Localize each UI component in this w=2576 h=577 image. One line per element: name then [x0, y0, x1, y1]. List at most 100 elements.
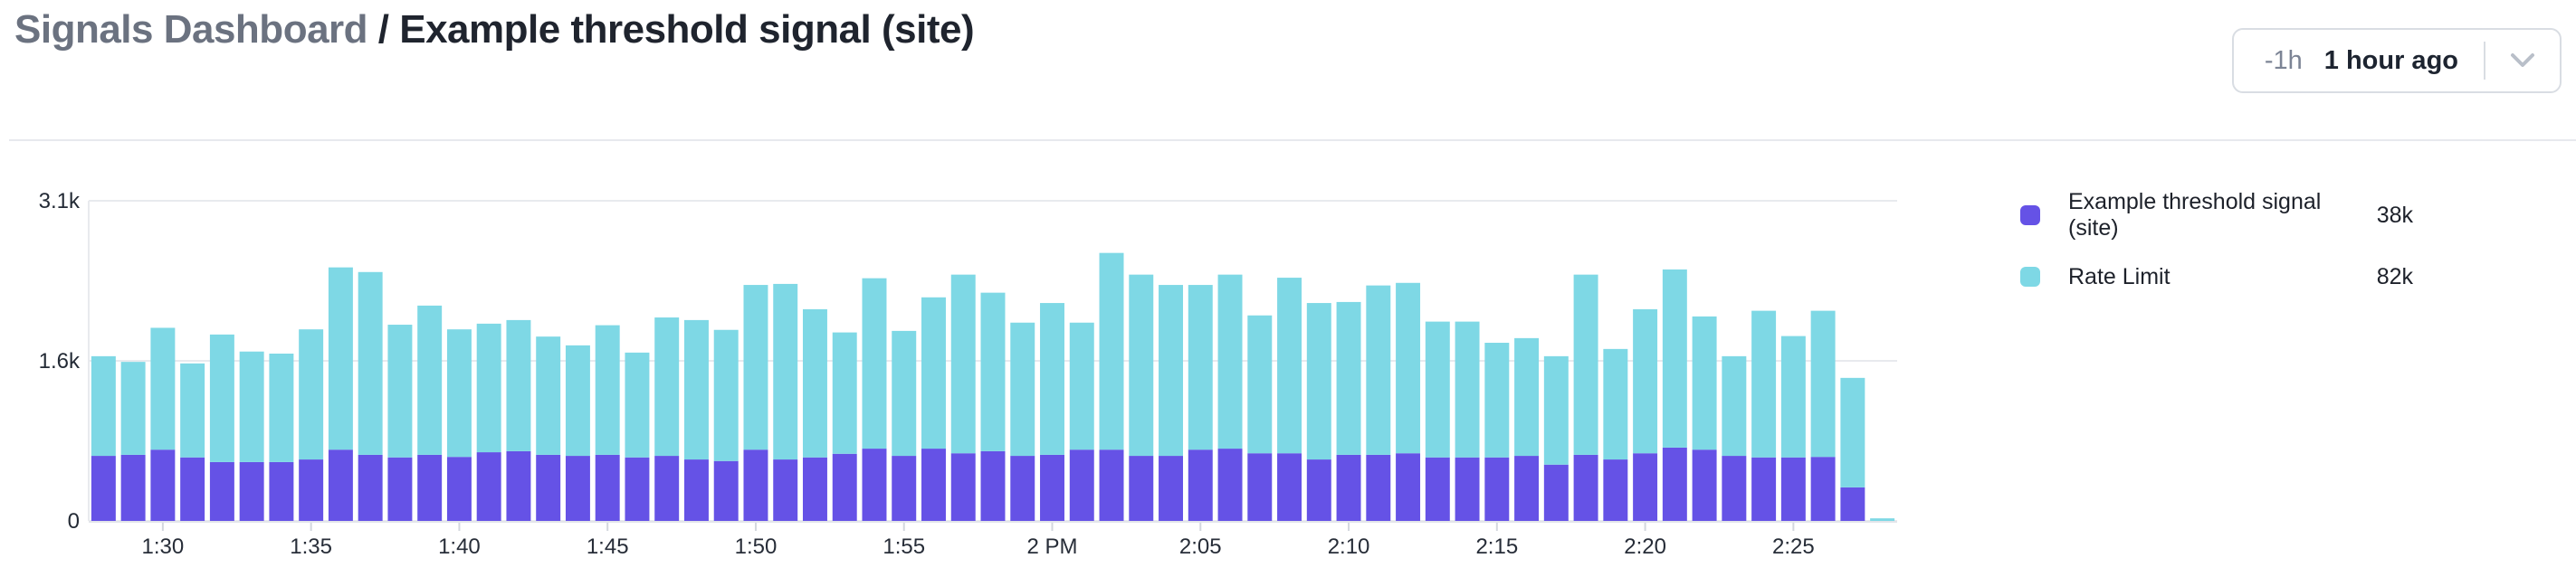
- bar-signal-1:42[interactable]: [506, 450, 531, 521]
- bar-signal-1:41[interactable]: [476, 452, 501, 521]
- bar-rate-limit-1:40[interactable]: [446, 329, 472, 458]
- bar-rate-limit-2:24[interactable]: [1751, 310, 1777, 458]
- bar-rate-limit-2:01[interactable]: [1069, 322, 1094, 450]
- bar-rate-limit-1:50[interactable]: [743, 285, 768, 450]
- bar-signal-2:04[interactable]: [1159, 456, 1184, 521]
- bar-signal-1:35[interactable]: [299, 459, 324, 521]
- bar-rate-limit-2:07[interactable]: [1247, 315, 1273, 454]
- bar-signal-1:31[interactable]: [180, 457, 205, 521]
- bar-signal-1:46[interactable]: [625, 457, 650, 521]
- bar-signal-2:18[interactable]: [1573, 454, 1598, 521]
- bar-rate-limit-2:16[interactable]: [1514, 337, 1540, 457]
- bar-signal-2:10[interactable]: [1336, 454, 1361, 521]
- bar-signal-1:30[interactable]: [150, 449, 176, 521]
- bar-rate-limit-2:26[interactable]: [1810, 310, 1836, 458]
- bar-rate-limit-1:29[interactable]: [120, 362, 146, 455]
- bar-signal-1:47[interactable]: [654, 456, 680, 521]
- legend-item-signal[interactable]: Example threshold signal (site) 38k: [2020, 189, 2413, 241]
- bar-rate-limit-1:54[interactable]: [862, 278, 887, 449]
- bar-rate-limit-1:49[interactable]: [713, 329, 739, 461]
- bar-signal-2:05[interactable]: [1188, 449, 1213, 521]
- bar-rate-limit-2:20[interactable]: [1633, 308, 1658, 454]
- bar-rate-limit-2:15[interactable]: [1484, 343, 1510, 458]
- bar-rate-limit-1:36[interactable]: [328, 267, 353, 450]
- bar-signal-1:32[interactable]: [209, 461, 234, 521]
- bar-signal-2:20[interactable]: [1633, 453, 1658, 521]
- bar-signal-2:27[interactable]: [1840, 487, 1865, 521]
- breadcrumb-signals-dashboard[interactable]: Signals Dashboard: [14, 7, 368, 52]
- bar-signal-2:11[interactable]: [1366, 454, 1391, 521]
- bar-signal-2:24[interactable]: [1751, 457, 1777, 521]
- bar-rate-limit-1:37[interactable]: [358, 271, 383, 455]
- bar-signal-1:49[interactable]: [713, 460, 739, 521]
- bar-rate-limit-1:41[interactable]: [476, 323, 501, 453]
- bar-signal-1:36[interactable]: [328, 449, 353, 521]
- bar-signal-1:45[interactable]: [595, 454, 620, 521]
- bar-rate-limit-1:43[interactable]: [536, 336, 561, 455]
- bar-rate-limit-2:13[interactable]: [1425, 321, 1450, 458]
- bar-rate-limit-1:44[interactable]: [565, 345, 590, 457]
- bar-signal-2:08[interactable]: [1277, 453, 1302, 521]
- bar-signal-1:57[interactable]: [950, 453, 976, 521]
- bar-signal-1:43[interactable]: [536, 454, 561, 521]
- bar-rate-limit-2:06[interactable]: [1217, 274, 1243, 449]
- bar-rate-limit-1:42[interactable]: [506, 319, 531, 451]
- bar-rate-limit-2:22[interactable]: [1692, 316, 1717, 450]
- bar-rate-limit-1:55[interactable]: [892, 330, 917, 457]
- bar-rate-limit-2:17[interactable]: [1543, 355, 1569, 465]
- bar-rate-limit-1:48[interactable]: [683, 319, 709, 460]
- bar-signal-1:29[interactable]: [120, 454, 146, 521]
- bar-rate-limit-1:31[interactable]: [180, 363, 205, 458]
- bar-signal-1:48[interactable]: [683, 459, 709, 521]
- bar-rate-limit-2:00[interactable]: [1040, 303, 1064, 455]
- bar-rate-limit-1:38[interactable]: [387, 325, 413, 458]
- bar-signal-1:58[interactable]: [980, 450, 1006, 521]
- bar-rate-limit-2:08[interactable]: [1277, 278, 1302, 454]
- bar-rate-limit-1:47[interactable]: [654, 317, 680, 457]
- bar-rate-limit-2:11[interactable]: [1366, 285, 1391, 455]
- bar-rate-limit-1:39[interactable]: [417, 305, 443, 455]
- bar-rate-limit-2:02[interactable]: [1099, 252, 1124, 450]
- bar-rate-limit-2:05[interactable]: [1188, 285, 1213, 450]
- bar-signal-2:15[interactable]: [1484, 457, 1510, 521]
- bar-rate-limit-1:32[interactable]: [209, 334, 234, 462]
- bar-rate-limit-2:04[interactable]: [1159, 285, 1184, 457]
- bar-signal-2:19[interactable]: [1603, 459, 1628, 521]
- bar-rate-limit-1:53[interactable]: [832, 332, 857, 454]
- bar-rate-limit-2:25[interactable]: [1780, 336, 1806, 458]
- bar-signal-2:03[interactable]: [1129, 456, 1154, 521]
- bar-signal-2:06[interactable]: [1217, 449, 1243, 521]
- bar-signal-1:52[interactable]: [802, 457, 827, 521]
- bar-signal-2:12[interactable]: [1396, 453, 1421, 521]
- bar-signal-2:22[interactable]: [1692, 449, 1717, 521]
- time-range-picker[interactable]: -1h 1 hour ago: [2231, 28, 2562, 93]
- bar-rate-limit-2:27[interactable]: [1840, 377, 1865, 487]
- bar-rate-limit-2:09[interactable]: [1306, 303, 1331, 460]
- bar-signal-1:56[interactable]: [921, 449, 946, 521]
- bar-signal-2:21[interactable]: [1662, 447, 1687, 521]
- bar-rate-limit-2:18[interactable]: [1573, 274, 1598, 455]
- bar-signal-2:00[interactable]: [1040, 454, 1064, 521]
- bar-signal-2:01[interactable]: [1069, 449, 1094, 521]
- bar-signal-2:23[interactable]: [1722, 456, 1747, 521]
- bar-signal-1:28[interactable]: [91, 456, 116, 521]
- bar-rate-limit-2:23[interactable]: [1722, 355, 1747, 457]
- bar-rate-limit-1:28[interactable]: [91, 355, 116, 457]
- bar-rate-limit-1:34[interactable]: [269, 354, 294, 462]
- bar-rate-limit-1:46[interactable]: [625, 352, 650, 458]
- bar-signal-1:33[interactable]: [239, 461, 264, 521]
- bar-signal-1:51[interactable]: [773, 459, 798, 521]
- bar-rate-limit-1:33[interactable]: [239, 351, 264, 462]
- bar-signal-1:55[interactable]: [892, 456, 917, 521]
- bar-rate-limit-1:45[interactable]: [595, 325, 620, 455]
- bar-signal-2:07[interactable]: [1247, 453, 1273, 521]
- bar-signal-1:54[interactable]: [862, 449, 887, 521]
- bar-signal-1:50[interactable]: [743, 449, 768, 521]
- bar-rate-limit-2:28[interactable]: [1870, 518, 1895, 521]
- bar-signal-2:09[interactable]: [1306, 459, 1331, 521]
- bar-rate-limit-2:19[interactable]: [1603, 348, 1628, 460]
- bar-rate-limit-1:30[interactable]: [150, 327, 176, 450]
- bar-rate-limit-1:52[interactable]: [802, 308, 827, 458]
- bar-rate-limit-2:10[interactable]: [1336, 301, 1361, 455]
